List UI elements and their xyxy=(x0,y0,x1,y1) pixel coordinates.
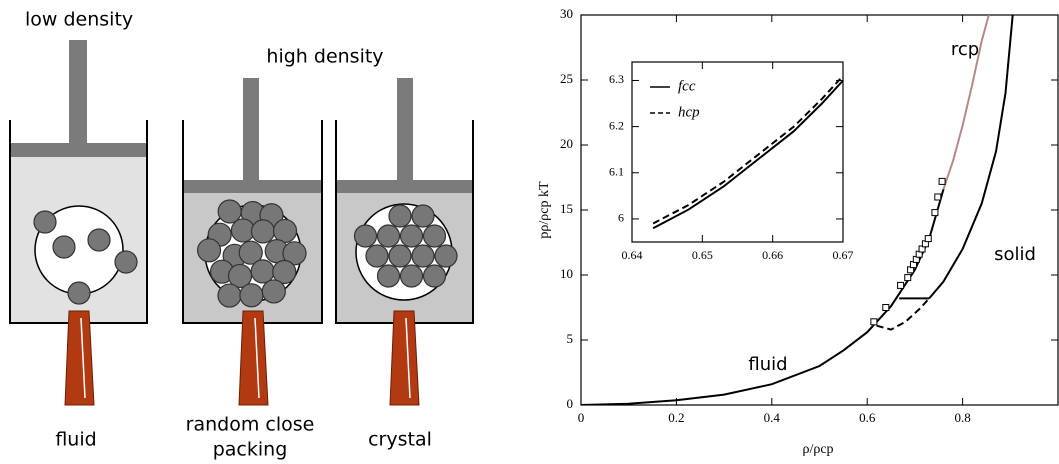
particle xyxy=(274,219,297,242)
piston-diagram: low density high density fluid random cl… xyxy=(10,9,473,461)
nozzle xyxy=(390,311,419,405)
piston-rod xyxy=(397,78,413,180)
x-tick-label: 0.65 xyxy=(692,248,713,262)
particle xyxy=(378,265,400,287)
annotation: fluid xyxy=(748,354,787,375)
particle xyxy=(218,284,241,307)
particle xyxy=(412,205,434,227)
particle xyxy=(34,211,56,233)
marker xyxy=(935,194,941,200)
particle xyxy=(68,282,90,304)
piston-plate xyxy=(183,180,322,193)
y-axis-label: pρ/ρcp kT xyxy=(537,181,552,239)
y-tick-label: 20 xyxy=(560,136,573,151)
marker xyxy=(932,210,938,216)
x-tick-label: 0.2 xyxy=(668,410,684,425)
particle xyxy=(424,265,446,287)
chart: ρ/ρcp pρ/ρcp kT 0 5 10 15 20 25 30 0 0.2 0.4 0.6 0.… xyxy=(537,6,1058,457)
particle xyxy=(88,229,110,251)
particle xyxy=(401,225,423,247)
marker xyxy=(905,275,911,281)
y-tick-label: 10 xyxy=(560,266,573,281)
y-tick-label: 0 xyxy=(567,396,574,411)
x-tick-label: 0.66 xyxy=(762,248,783,262)
y-tick-label: 6 xyxy=(618,211,624,225)
plot-area xyxy=(632,62,843,242)
piston-rod xyxy=(69,40,87,143)
particle xyxy=(401,265,423,287)
label: packing xyxy=(213,439,288,461)
x-tick-label: 0.64 xyxy=(622,248,643,262)
annotation: solid xyxy=(994,244,1036,265)
label: high density xyxy=(266,46,383,68)
particle xyxy=(378,225,400,247)
particle xyxy=(240,284,263,307)
y-tick-label: 25 xyxy=(560,71,573,86)
annotation: rcp xyxy=(951,39,979,60)
particle xyxy=(251,220,274,243)
x-axis-label: ρ/ρcp xyxy=(802,442,833,457)
nozzle xyxy=(239,311,268,405)
x-tick-label: 0 xyxy=(578,410,585,425)
particle xyxy=(424,225,446,247)
x-tick-label: 0.4 xyxy=(764,410,781,425)
particle xyxy=(218,200,241,223)
y-tick-label: 5 xyxy=(567,331,574,346)
marker xyxy=(871,319,877,325)
particle xyxy=(389,245,411,267)
particle xyxy=(198,239,221,262)
legend-label: fcc xyxy=(678,78,696,94)
piston-plate xyxy=(336,180,473,193)
particle xyxy=(389,205,411,227)
label: fluid xyxy=(55,429,96,451)
marker xyxy=(925,236,931,242)
piston-plate xyxy=(10,143,147,157)
label: low density xyxy=(25,9,133,31)
legend-label: hcp xyxy=(678,104,700,120)
particle xyxy=(53,236,75,258)
y-tick-label: 15 xyxy=(560,201,573,216)
marker xyxy=(898,282,904,288)
particle xyxy=(251,260,274,283)
marker xyxy=(883,305,889,311)
x-tick-label: 0.67 xyxy=(833,248,854,262)
particle xyxy=(115,251,137,273)
y-tick-label: 30 xyxy=(560,6,573,21)
label: random close xyxy=(186,414,315,436)
label: crystal xyxy=(368,429,432,451)
piston-rod xyxy=(243,78,259,180)
nozzle xyxy=(65,311,94,405)
y-tick-label: 6.2 xyxy=(609,118,624,132)
x-tick-label: 0.6 xyxy=(859,410,876,425)
y-tick-label: 6.3 xyxy=(609,72,624,86)
y-tick-label: 6.1 xyxy=(609,165,624,179)
x-tick-label: 0.8 xyxy=(954,410,970,425)
particle xyxy=(366,245,388,267)
marker xyxy=(939,178,945,184)
particle xyxy=(262,280,285,303)
particle xyxy=(435,245,457,267)
particle xyxy=(355,225,377,247)
figure: low density high density fluid random cl… xyxy=(0,0,1059,464)
particle xyxy=(412,245,434,267)
